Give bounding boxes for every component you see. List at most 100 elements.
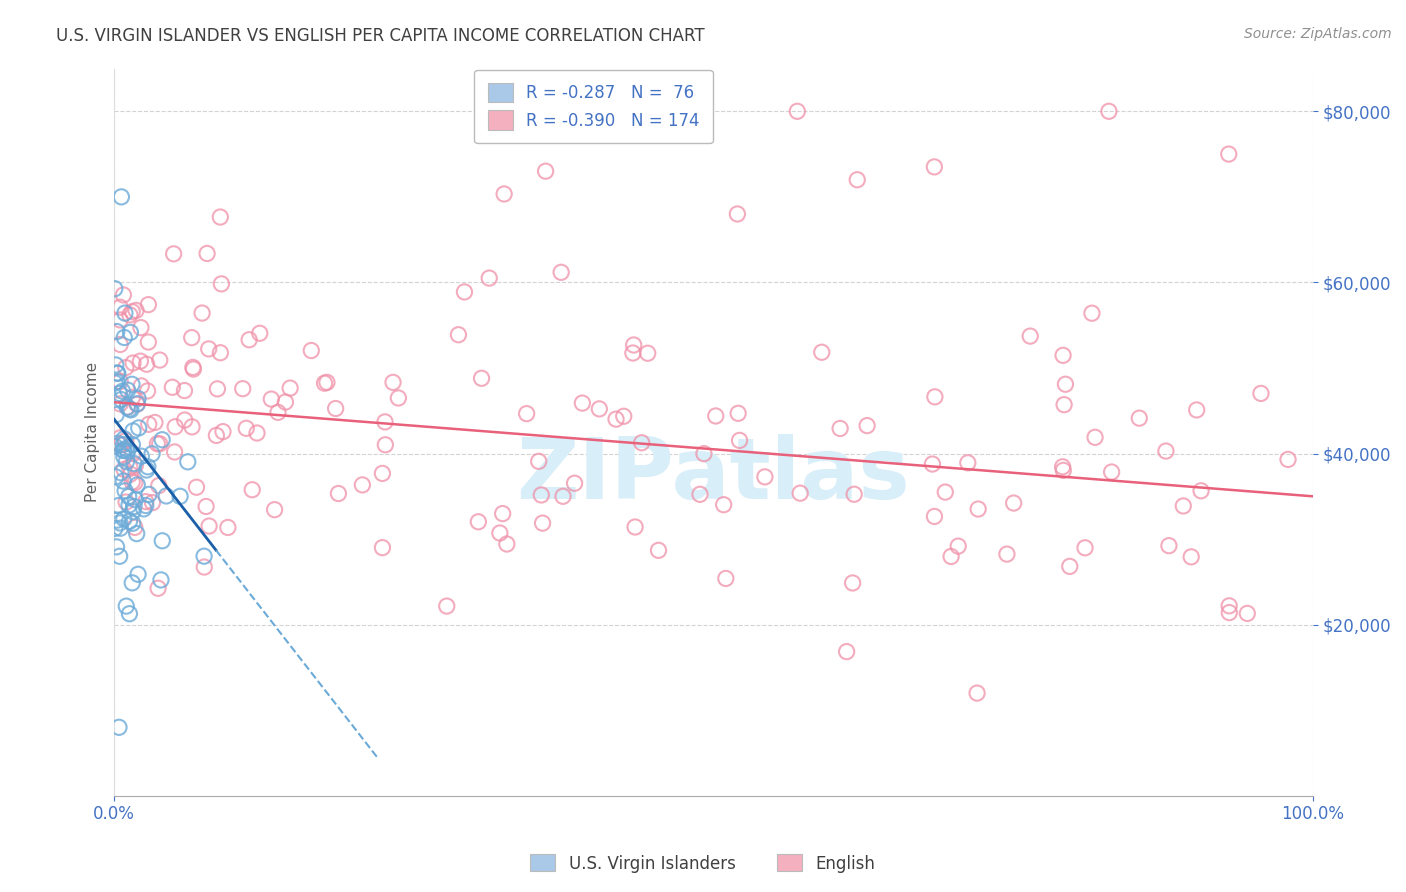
- Point: [135, 463, 157, 477]
- Point: [121, 304, 143, 318]
- Point: [135, 357, 157, 371]
- Point: [1218, 599, 1240, 613]
- Text: ZIPatlas: ZIPatlas: [516, 434, 910, 517]
- Point: [108, 313, 131, 327]
- Point: [150, 433, 173, 447]
- Point: [263, 502, 285, 516]
- Point: [956, 456, 979, 470]
- Point: [118, 515, 141, 529]
- Point: [527, 454, 550, 468]
- Point: [967, 502, 990, 516]
- Point: [534, 164, 557, 178]
- Point: [1173, 499, 1195, 513]
- Point: [198, 519, 221, 533]
- Point: [846, 173, 869, 187]
- Point: [621, 346, 644, 360]
- Point: [530, 488, 553, 502]
- Point: [122, 356, 145, 370]
- Point: [107, 367, 129, 381]
- Point: [104, 282, 127, 296]
- Point: [136, 384, 159, 398]
- Point: [125, 303, 148, 318]
- Point: [623, 338, 645, 352]
- Point: [260, 392, 283, 406]
- Point: [115, 444, 138, 458]
- Point: [115, 401, 138, 415]
- Point: [124, 458, 146, 473]
- Point: [122, 457, 145, 471]
- Point: [605, 412, 627, 426]
- Point: [150, 533, 173, 548]
- Point: [148, 478, 170, 492]
- Point: [105, 408, 128, 422]
- Point: [149, 353, 172, 368]
- Point: [112, 288, 135, 302]
- Point: [550, 265, 572, 279]
- Point: [328, 486, 350, 500]
- Y-axis label: Per Capita Income: Per Capita Income: [86, 362, 100, 502]
- Point: [1084, 430, 1107, 444]
- Point: [108, 438, 131, 452]
- Point: [110, 466, 132, 480]
- Point: [232, 382, 254, 396]
- Point: [124, 475, 146, 490]
- Point: [186, 480, 208, 494]
- Point: [195, 246, 218, 260]
- Point: [693, 447, 716, 461]
- Point: [136, 459, 159, 474]
- Point: [1081, 306, 1104, 320]
- Point: [135, 499, 157, 513]
- Point: [1185, 403, 1208, 417]
- Point: [181, 360, 204, 375]
- Point: [217, 520, 239, 534]
- Point: [1250, 386, 1272, 401]
- Point: [173, 384, 195, 398]
- Point: [183, 362, 205, 376]
- Text: Source: ZipAtlas.com: Source: ZipAtlas.com: [1244, 27, 1392, 41]
- Point: [104, 521, 127, 535]
- Point: [516, 407, 538, 421]
- Point: [107, 436, 129, 450]
- Point: [647, 543, 669, 558]
- Point: [124, 492, 146, 507]
- Point: [193, 549, 215, 564]
- Point: [112, 450, 135, 464]
- Point: [163, 445, 186, 459]
- Point: [111, 384, 134, 399]
- Point: [207, 382, 229, 396]
- Point: [146, 436, 169, 450]
- Point: [924, 509, 946, 524]
- Point: [104, 376, 127, 390]
- Point: [143, 416, 166, 430]
- Point: [138, 417, 160, 432]
- Point: [274, 395, 297, 409]
- Point: [471, 371, 494, 385]
- Point: [374, 415, 396, 429]
- Point: [619, 104, 641, 119]
- Point: [129, 354, 152, 368]
- Point: [117, 490, 139, 504]
- Point: [112, 432, 135, 446]
- Point: [209, 277, 232, 291]
- Point: [112, 462, 135, 476]
- Point: [104, 358, 127, 372]
- Point: [138, 334, 160, 349]
- Point: [197, 342, 219, 356]
- Point: [118, 498, 141, 512]
- Point: [121, 575, 143, 590]
- Point: [1189, 483, 1212, 498]
- Legend: R = -0.287   N =  76, R = -0.390   N = 174: R = -0.287 N = 76, R = -0.390 N = 174: [474, 70, 713, 143]
- Point: [713, 498, 735, 512]
- Point: [1052, 463, 1074, 477]
- Point: [1157, 539, 1180, 553]
- Point: [564, 476, 586, 491]
- Point: [108, 720, 131, 734]
- Point: [1101, 465, 1123, 479]
- Point: [1052, 348, 1074, 362]
- Point: [1019, 329, 1042, 343]
- Point: [1218, 606, 1240, 620]
- Point: [374, 438, 396, 452]
- Point: [786, 104, 808, 119]
- Point: [195, 500, 218, 514]
- Point: [169, 489, 191, 503]
